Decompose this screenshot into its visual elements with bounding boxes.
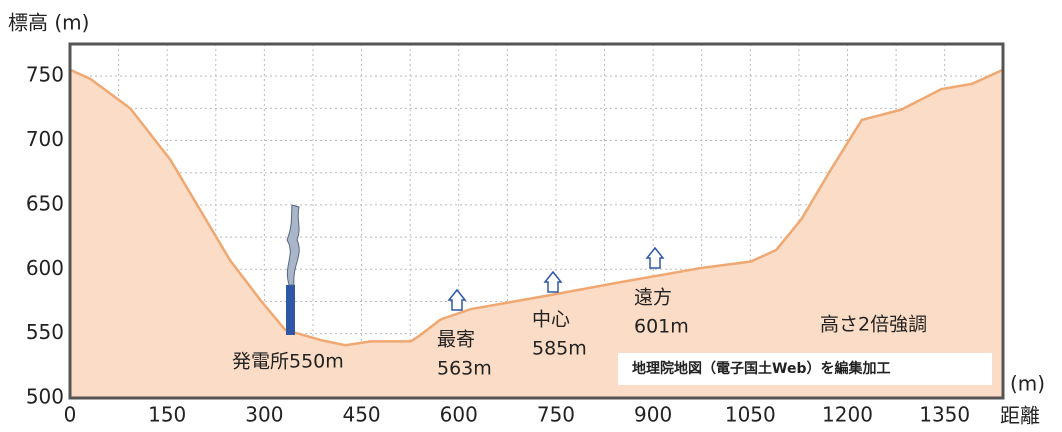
- source-box: [618, 353, 992, 385]
- x-tick-label: 150: [148, 403, 186, 427]
- x-tick-label: 0: [64, 403, 77, 427]
- annotation: 発電所550m: [232, 351, 344, 373]
- annotation: 中心: [532, 309, 570, 331]
- x-axis-unit: (m): [1010, 372, 1045, 396]
- area-fill: [70, 69, 1003, 398]
- x-tick-label: 300: [245, 403, 283, 427]
- x-tick-label: 600: [440, 403, 478, 427]
- annotation: 最寄: [437, 329, 475, 351]
- annotation: 高さ2倍強調: [820, 314, 927, 336]
- y-tick-label: 500: [26, 385, 64, 409]
- y-tick-label: 650: [26, 191, 64, 215]
- smoke-icon: [286, 204, 300, 286]
- annotation: 601m: [634, 316, 689, 338]
- house-icon: [543, 270, 563, 293]
- x-tick-label: 450: [342, 403, 380, 427]
- y-tick-label: 750: [26, 63, 64, 87]
- plot-frame: [68, 42, 1005, 400]
- x-tick-label: 1350: [919, 403, 970, 427]
- elevation-line: [69, 68, 1004, 347]
- x-tick-label: 750: [537, 403, 575, 427]
- power-station: [286, 285, 295, 335]
- y-tick-label: 700: [26, 127, 64, 151]
- annotation: 遠方: [634, 287, 672, 309]
- annotation: 563m: [437, 358, 492, 380]
- source-note: 地理院地図（電子国土Web）を編集加工: [632, 360, 890, 377]
- house-icon: [645, 246, 665, 269]
- y-tick-label: 550: [26, 320, 64, 344]
- y-tick-label: 600: [26, 256, 64, 280]
- y-axis-label: 標高 (m): [8, 11, 89, 35]
- x-tick-label: 1050: [725, 403, 776, 427]
- x-tick-label: 900: [634, 403, 672, 427]
- annotation: 585m: [532, 338, 587, 360]
- x-tick-label: 1200: [822, 403, 873, 427]
- x-axis-label: 距離: [1000, 404, 1040, 428]
- house-icon: [447, 288, 467, 311]
